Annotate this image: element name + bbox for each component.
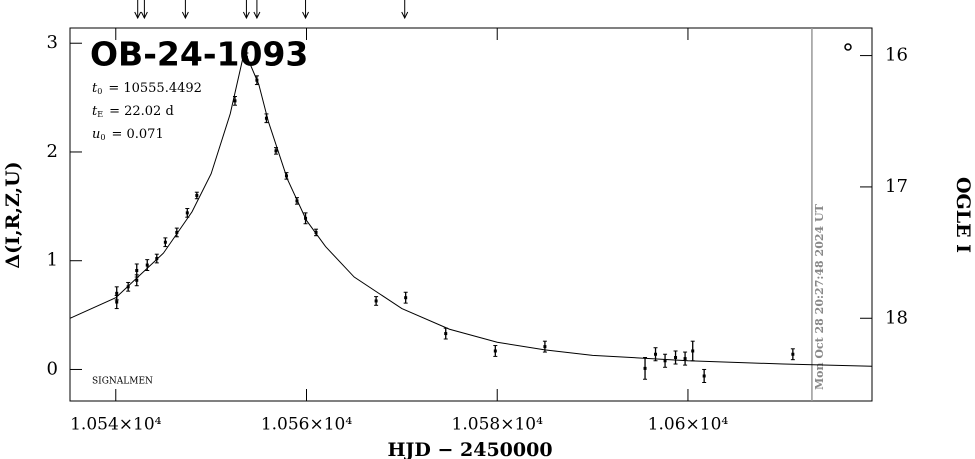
point-marker <box>663 359 667 363</box>
arrow-head <box>181 11 189 20</box>
data-point <box>673 350 678 365</box>
point-marker <box>683 357 687 361</box>
parameter-symbol: u <box>92 127 100 142</box>
point-marker <box>115 291 119 295</box>
point-marker <box>791 352 795 356</box>
data-point <box>403 291 408 304</box>
arrow <box>253 0 261 20</box>
point-marker <box>115 300 119 304</box>
point-marker <box>674 356 678 360</box>
y2-axis-label: OGLE I <box>952 177 974 253</box>
arrow <box>134 0 142 20</box>
x-tick-label: 1.056×10⁴ <box>261 415 353 435</box>
data-point <box>702 368 707 384</box>
point-marker <box>233 99 237 103</box>
data-point <box>126 281 131 292</box>
parameter: tE = 22.02 d <box>92 104 174 120</box>
arrow-head <box>401 11 409 20</box>
data-point <box>683 351 688 366</box>
point-marker <box>135 278 139 282</box>
y-axis-label: Δ(I,R,Z,U) <box>2 161 24 268</box>
x-tick-label: 1.06×10⁴ <box>648 415 729 435</box>
data-point <box>690 340 695 362</box>
parameter-symbol: t <box>92 104 98 119</box>
parameter: u0 = 0.071 <box>92 127 164 143</box>
arrow-head <box>302 11 309 20</box>
arrow-head <box>242 11 250 20</box>
point-marker <box>264 116 268 120</box>
point-marker <box>444 332 448 336</box>
parameter-value: = 10555.4492 <box>108 81 202 96</box>
point-marker <box>185 211 189 215</box>
point-marker <box>135 269 139 273</box>
point-marker <box>145 263 149 267</box>
point-marker <box>643 366 647 370</box>
data-point <box>443 327 448 340</box>
y2-tick-label: 17 <box>885 176 908 197</box>
arrow-head <box>140 11 148 20</box>
point-marker <box>195 193 199 197</box>
arrow-head <box>253 11 261 20</box>
legend-symbol <box>844 43 852 51</box>
data-point <box>663 353 668 368</box>
arrow <box>401 0 409 20</box>
chart-title: OB-24-1093 <box>90 35 308 74</box>
point-marker <box>404 296 408 300</box>
point-marker <box>274 149 278 153</box>
point-marker <box>244 55 248 59</box>
point-marker <box>493 349 497 353</box>
point-marker <box>175 230 179 234</box>
data-point <box>194 191 199 200</box>
parameter-value: = 22.02 d <box>109 104 174 119</box>
y2-tick-label: 18 <box>885 307 908 328</box>
arrow <box>181 0 189 20</box>
point-marker <box>155 257 159 261</box>
point-marker <box>163 240 167 244</box>
point-marker <box>654 352 658 356</box>
point-marker <box>702 374 706 378</box>
model-curve <box>69 49 873 367</box>
parameter-value: = 0.071 <box>111 127 163 142</box>
data-point <box>154 253 159 264</box>
x-tick-label: 1.058×10⁴ <box>452 415 544 435</box>
arrow <box>242 0 250 20</box>
parameter-subscript: 0 <box>97 87 102 96</box>
point-marker <box>543 345 547 349</box>
y-tick-label: 1 <box>47 250 58 271</box>
parameter-subscript: E <box>97 110 103 119</box>
data-point <box>163 237 168 248</box>
data-point <box>493 345 498 357</box>
arrow <box>302 0 309 20</box>
data-point <box>374 296 379 306</box>
timestamp: Mon Oct 28 20:27:48 2024 UT <box>813 203 826 390</box>
data-point <box>790 348 795 361</box>
y2-tick-label: 16 <box>885 45 908 66</box>
arrow-head <box>134 11 142 20</box>
y-tick-label: 2 <box>47 141 58 162</box>
point-marker <box>691 349 695 353</box>
parameter-symbol: t <box>92 81 98 96</box>
x-axis-label: HJD − 2450000 <box>387 439 552 459</box>
y-tick-label: 3 <box>47 32 58 53</box>
data-point <box>134 274 139 287</box>
point-marker <box>314 230 318 234</box>
parameter: t0 = 10555.4492 <box>92 81 202 97</box>
data-point <box>643 357 648 380</box>
x-tick-label: 1.054×10⁴ <box>70 415 162 435</box>
data-point <box>174 227 179 238</box>
y-tick-label: 0 <box>47 358 58 379</box>
arrow <box>140 0 148 20</box>
point-marker <box>126 285 130 289</box>
plot-frame <box>69 27 873 402</box>
point-marker <box>374 299 378 303</box>
note: SIGNALMEN <box>92 377 153 387</box>
parameter-subscript: 0 <box>100 133 105 142</box>
